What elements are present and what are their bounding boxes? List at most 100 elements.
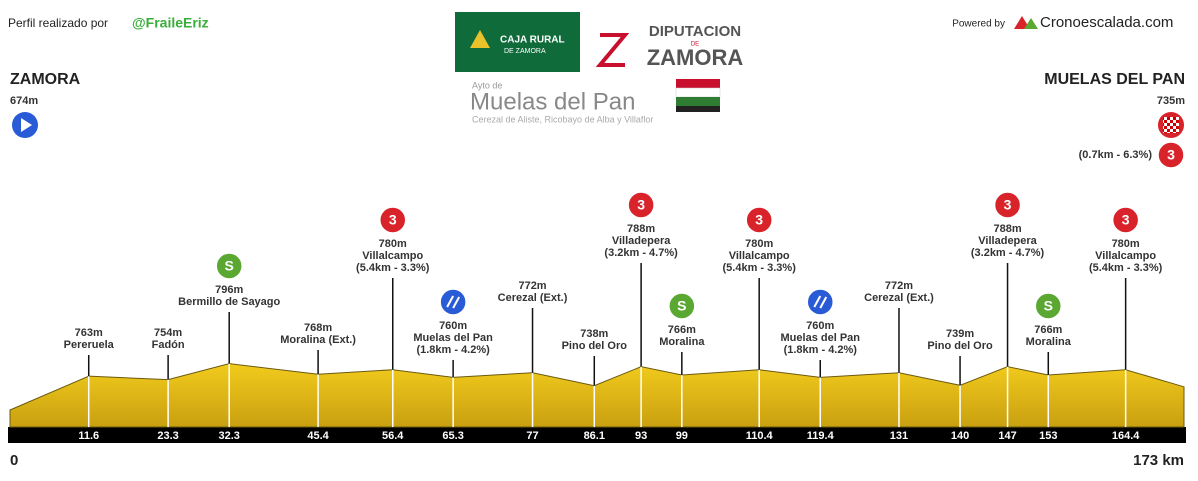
place-name: Moralina — [659, 336, 705, 348]
altitude-label: 788m — [627, 223, 655, 235]
altitude-label: 738m — [580, 328, 608, 340]
ayto-name: Muelas del Pan — [470, 88, 635, 115]
category-label: 3 — [637, 197, 645, 213]
place-name: Bermillo de Sayago — [178, 296, 280, 308]
category-icon — [439, 288, 467, 316]
place-name: Villalcampo — [1095, 250, 1156, 262]
sprint-mark — [813, 295, 822, 308]
category-label: S — [677, 298, 686, 314]
place-name: Muelas del Pan — [781, 332, 861, 344]
category-label: 3 — [1122, 212, 1130, 228]
flag — [676, 106, 720, 112]
start-icon — [21, 118, 32, 132]
category-label: S — [225, 258, 234, 274]
flag — [676, 79, 720, 88]
author: @FraileEriz — [132, 15, 209, 31]
place-name: Cerezal (Ext.) — [498, 292, 568, 304]
altitude-label: 754m — [154, 327, 182, 339]
place-name: Pereruela — [64, 339, 115, 351]
x-tick-label: 119.4 — [807, 430, 835, 442]
altitude-label: 780m — [1112, 238, 1140, 250]
sprint-mark — [819, 296, 828, 309]
category-icon — [993, 191, 1022, 219]
dip-text: DE — [691, 42, 699, 48]
place-name: Villalcampo — [729, 250, 790, 262]
place-name: Pino del Oro — [927, 340, 993, 352]
climb-label: (5.4km - 3.3%) — [1089, 262, 1163, 274]
place-name: Muelas del Pan — [413, 332, 493, 344]
climb-label: (5.4km - 3.3%) — [723, 262, 797, 274]
x-tick-label: 153 — [1039, 430, 1057, 442]
altitude-label: 768m — [304, 322, 332, 334]
altitude-label: 735m — [1157, 95, 1185, 107]
altitude-label: 772m — [518, 280, 546, 292]
dip-text: DIPUTACION — [649, 23, 741, 40]
x-tick-label: 11.6 — [78, 430, 99, 442]
altitude-label: 760m — [806, 320, 834, 332]
category-label: 3 — [1167, 147, 1175, 163]
x-end-label: 0 — [10, 452, 18, 469]
x-tick-label: 93 — [635, 430, 647, 442]
place-name: Moralina — [1026, 336, 1072, 348]
sponsor-text: CAJA RURAL — [500, 35, 565, 46]
x-tick-label: 77 — [526, 430, 538, 442]
climb-label: (3.2km - 4.7%) — [971, 247, 1045, 259]
altitude-label: 674m — [10, 95, 38, 107]
altitude-label: 780m — [745, 238, 773, 250]
altitude-label: 766m — [668, 324, 696, 336]
category-icon — [1157, 141, 1185, 169]
place-name: Fadón — [152, 339, 185, 351]
x-tick-label: 45.4 — [307, 430, 329, 442]
credit: Perfil realizado por — [8, 16, 108, 30]
place-name: Villadepera — [978, 235, 1037, 247]
finish-icon — [1163, 117, 1179, 133]
x-tick-label: 110.4 — [746, 430, 774, 442]
place-name: Moralina (Ext.) — [280, 334, 356, 346]
altitude-label: 760m — [439, 320, 467, 332]
x-tick-label: 65.3 — [442, 430, 463, 442]
logo-mark — [1014, 16, 1030, 29]
category-icon — [1111, 206, 1140, 234]
x-tick-label: 99 — [676, 430, 688, 442]
climb-label: (1.8km - 4.2%) — [784, 344, 858, 356]
category-label: S — [1044, 298, 1053, 314]
place-name: ZAMORA — [10, 71, 81, 88]
sprint-mark — [452, 296, 461, 309]
profile — [9, 363, 1185, 428]
category-label: 3 — [389, 212, 397, 228]
x-tick-label: 32.3 — [218, 430, 239, 442]
site: Cronoescalada.com — [1040, 14, 1173, 31]
x-tick-label: 131 — [890, 430, 908, 442]
x-tick-label: 147 — [998, 430, 1016, 442]
climb-label: (1.8km - 4.2%) — [416, 344, 490, 356]
place-name: MUELAS DEL PAN — [1044, 71, 1185, 88]
category-label: 3 — [1004, 197, 1012, 213]
x-tick-label: 164.4 — [1112, 430, 1140, 442]
category-icon — [378, 206, 407, 234]
x-tick-label: 56.4 — [382, 430, 404, 442]
sponsor-text: DE ZAMORA — [504, 48, 546, 55]
climb-label: (0.7km - 6.3%) — [1079, 149, 1153, 161]
category-icon — [1034, 292, 1063, 320]
place-name: Cerezal (Ext.) — [864, 292, 934, 304]
category-icon — [745, 206, 773, 234]
altitude-label: 763m — [75, 327, 103, 339]
flag — [675, 87, 721, 98]
x-end-label: 173 km — [1133, 452, 1184, 469]
climb-label: (3.2km - 4.7%) — [604, 247, 678, 259]
place-name: Villadepera — [612, 235, 671, 247]
x-tick-label: 23.3 — [157, 430, 178, 442]
category-icon — [215, 252, 243, 280]
x-tick-label: 140 — [951, 430, 969, 442]
altitude-label: 766m — [1034, 324, 1062, 336]
ayto-sub: Cerezal de Aliste, Ricobayo de Alba y Vi… — [472, 114, 653, 124]
category-icon — [806, 288, 835, 316]
altitude-label: 796m — [215, 284, 243, 296]
category-label: 3 — [755, 212, 763, 228]
powered: Powered by — [952, 19, 1005, 30]
category-icon — [627, 191, 655, 219]
place-name: Pino del Oro — [562, 340, 628, 352]
sponsor-icon — [470, 30, 490, 48]
altitude-label: 780m — [379, 238, 407, 250]
